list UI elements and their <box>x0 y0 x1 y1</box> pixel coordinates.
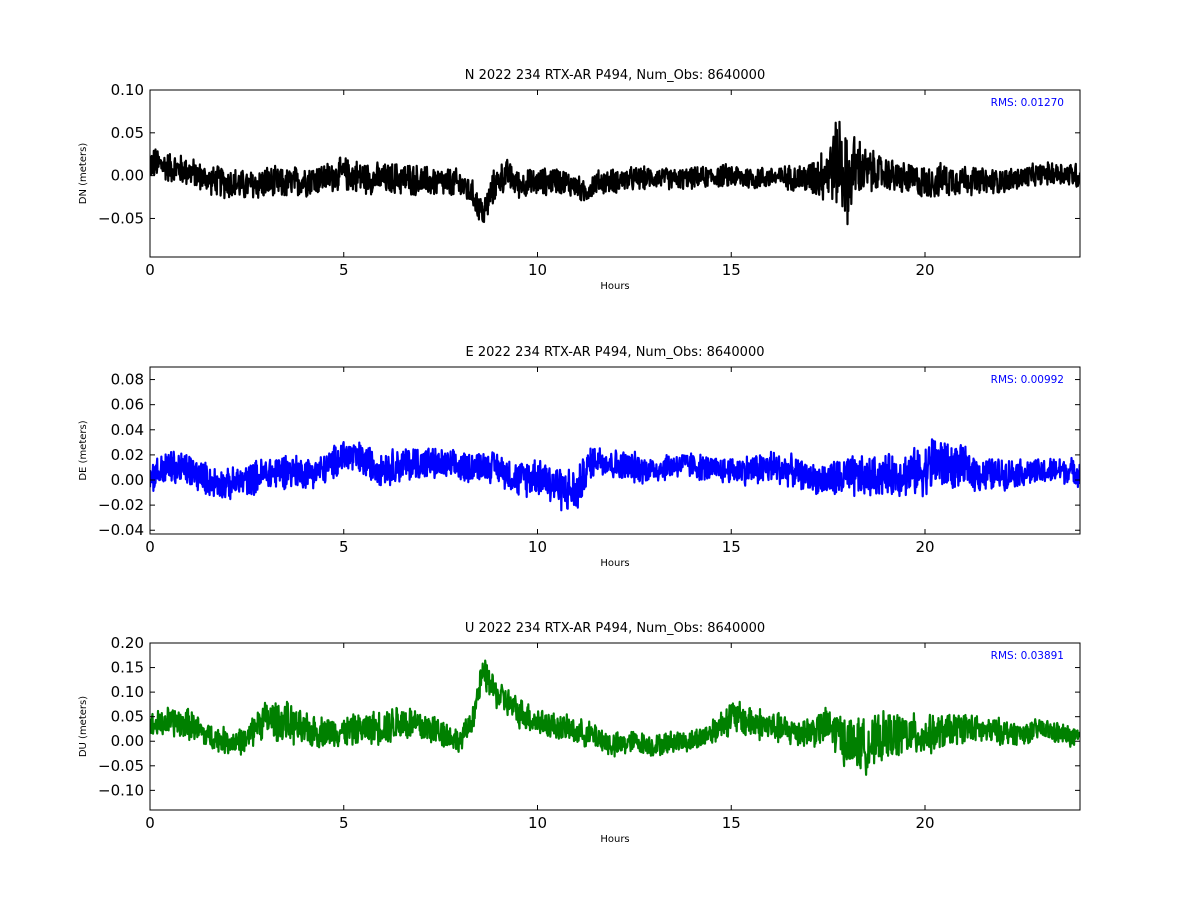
y-tick-label: −0.10 <box>98 781 144 799</box>
x-tick-label: 5 <box>339 261 349 279</box>
y-tick-label: 0.10 <box>111 683 144 701</box>
y-axis-label: DN (meters) <box>78 143 89 205</box>
y-tick-label: 0.05 <box>111 124 144 142</box>
series-line <box>150 438 1080 512</box>
x-tick-label: 5 <box>339 538 349 556</box>
axes-frame <box>149 366 1081 535</box>
subplot-title: N 2022 234 RTX-AR P494, Num_Obs: 8640000 <box>465 68 765 83</box>
y-tick-label: 0.20 <box>111 634 144 652</box>
x-tick-label: 15 <box>722 538 741 556</box>
x-axis-label: Hours <box>600 281 629 292</box>
rms-annotation: RMS: 0.00992 <box>991 374 1064 386</box>
y-tick-label: 0.10 <box>111 81 144 99</box>
y-tick-label: 0.08 <box>111 371 144 389</box>
axes-frame <box>149 89 1081 258</box>
subplot-up: 0 5 10 15 20 −0.10 −0.05 0.00 0.05 0.10 0.15 0.20 U … <box>78 621 1081 845</box>
subplot-title: E 2022 234 RTX-AR P494, Num_Obs: 8640000 <box>466 345 765 360</box>
series-line <box>150 120 1080 226</box>
series-line <box>150 659 1080 776</box>
x-tick-label: 20 <box>915 261 934 279</box>
y-tick-label: 0.06 <box>111 396 144 414</box>
x-tick-label: 20 <box>915 814 934 832</box>
subplot-title: U 2022 234 RTX-AR P494, Num_Obs: 8640000 <box>465 621 765 636</box>
x-tick-label: 0 <box>145 261 155 279</box>
y-tick-label: 0.00 <box>111 471 144 489</box>
y-tick-label: 0.02 <box>111 446 144 464</box>
y-tick-label: 0.15 <box>111 659 144 677</box>
x-tick-label: 0 <box>145 814 155 832</box>
y-tick-label: −0.05 <box>98 757 144 775</box>
axes-frame <box>149 642 1081 811</box>
x-axis-label: Hours <box>600 834 629 845</box>
x-tick-label: 0 <box>145 538 155 556</box>
y-tick-label: −0.02 <box>98 496 144 514</box>
subplot-north: 0 5 10 15 20 −0.05 0.00 0.05 0.10 N 2022 234 RTX-… <box>78 68 1081 292</box>
y-tick-label: −0.04 <box>98 521 144 539</box>
x-tick-label: 10 <box>528 538 547 556</box>
y-tick-label: −0.05 <box>98 209 144 227</box>
subplot-east: 0 5 10 15 20 −0.04 −0.02 0.00 0.02 0.04 0.06 0.08 E … <box>78 345 1081 569</box>
rms-annotation: RMS: 0.03891 <box>991 650 1064 662</box>
x-axis-label: Hours <box>600 558 629 569</box>
rms-annotation: RMS: 0.01270 <box>991 97 1064 109</box>
y-axis-label: DE (meters) <box>78 420 89 480</box>
y-axis-label: DU (meters) <box>78 696 89 757</box>
x-tick-label: 15 <box>722 261 741 279</box>
y-tick-label: 0.00 <box>111 732 144 750</box>
x-tick-label: 15 <box>722 814 741 832</box>
x-tick-label: 20 <box>915 538 934 556</box>
x-tick-label: 10 <box>528 814 547 832</box>
x-tick-label: 5 <box>339 814 349 832</box>
y-tick-label: 0.00 <box>111 167 144 185</box>
y-tick-label: 0.04 <box>111 421 144 439</box>
x-tick-label: 10 <box>528 261 547 279</box>
y-tick-label: 0.05 <box>111 708 144 726</box>
